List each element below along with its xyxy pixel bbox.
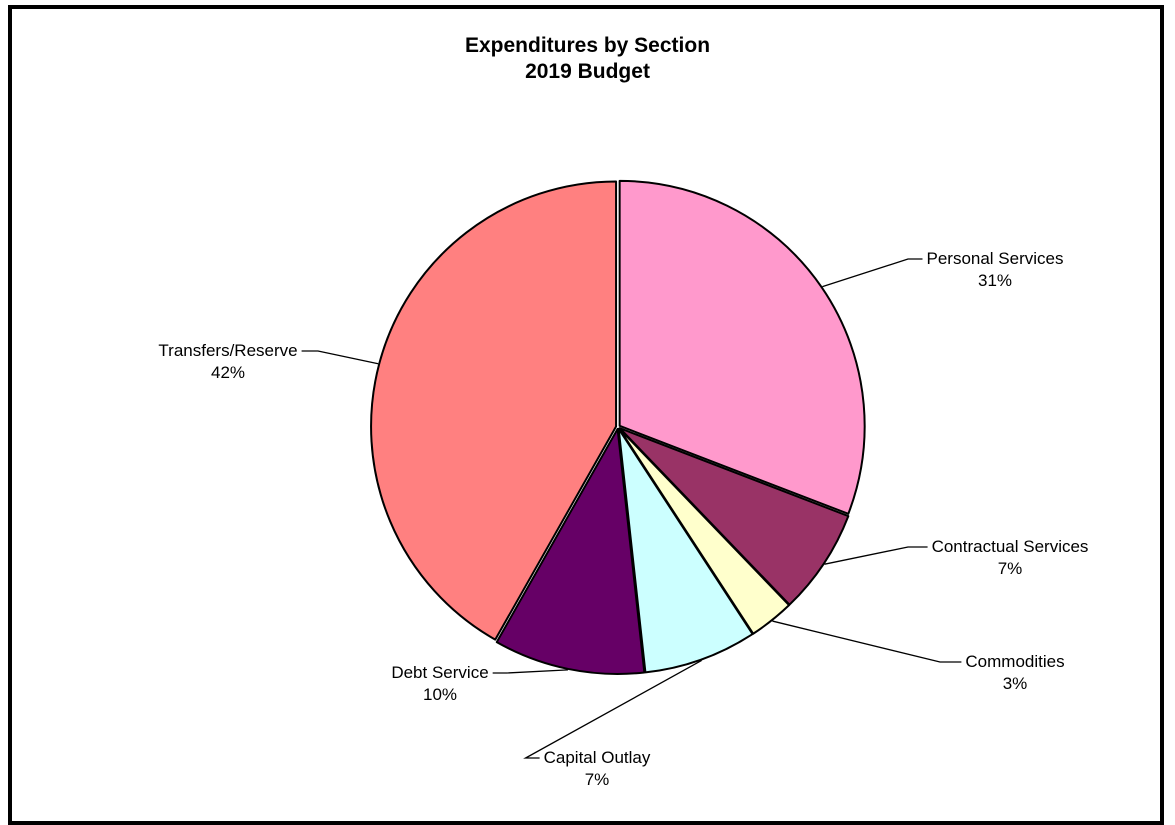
slice-percent-label: 7%: [998, 559, 1023, 578]
slice-percent-label: 10%: [423, 685, 457, 704]
slice-percent-label: 7%: [585, 770, 610, 789]
chart-title-block: Expenditures by Section 2019 Budget: [0, 33, 1175, 85]
pie-slice-contractual-services: [618, 427, 850, 606]
leader-line: [824, 546, 928, 565]
slice-percent-label: 42%: [211, 363, 245, 382]
pie-slice-debt-service: [495, 427, 646, 675]
slice-label: Transfers/Reserve: [158, 341, 297, 360]
leader-line: [492, 669, 568, 674]
pie-slice-capital-outlay: [617, 427, 754, 674]
leader-line: [822, 258, 923, 288]
pie-slices: [370, 179, 866, 675]
slice-label: Capital Outlay: [544, 748, 651, 767]
chart-subtitle: 2019 Budget: [525, 60, 650, 83]
slice-label: Commodities: [965, 652, 1064, 671]
leader-line: [772, 620, 962, 663]
leader-line: [301, 350, 379, 365]
slice-label: Contractual Services: [932, 537, 1089, 556]
slice-percent-label: 3%: [1003, 674, 1028, 693]
slice-percent-label: 31%: [978, 271, 1012, 290]
slice-label: Debt Service: [391, 663, 488, 682]
leader-line: [523, 659, 702, 759]
slice-label: Personal Services: [926, 249, 1063, 268]
pie-slice-personal-services: [618, 179, 866, 515]
leader-lines: [301, 258, 962, 759]
slice-labels: Personal Services 31% Contractual Services…: [158, 249, 1088, 789]
pie-slice-transfers-reserve: [370, 180, 618, 641]
chart-title: Expenditures by Section: [464, 34, 711, 57]
